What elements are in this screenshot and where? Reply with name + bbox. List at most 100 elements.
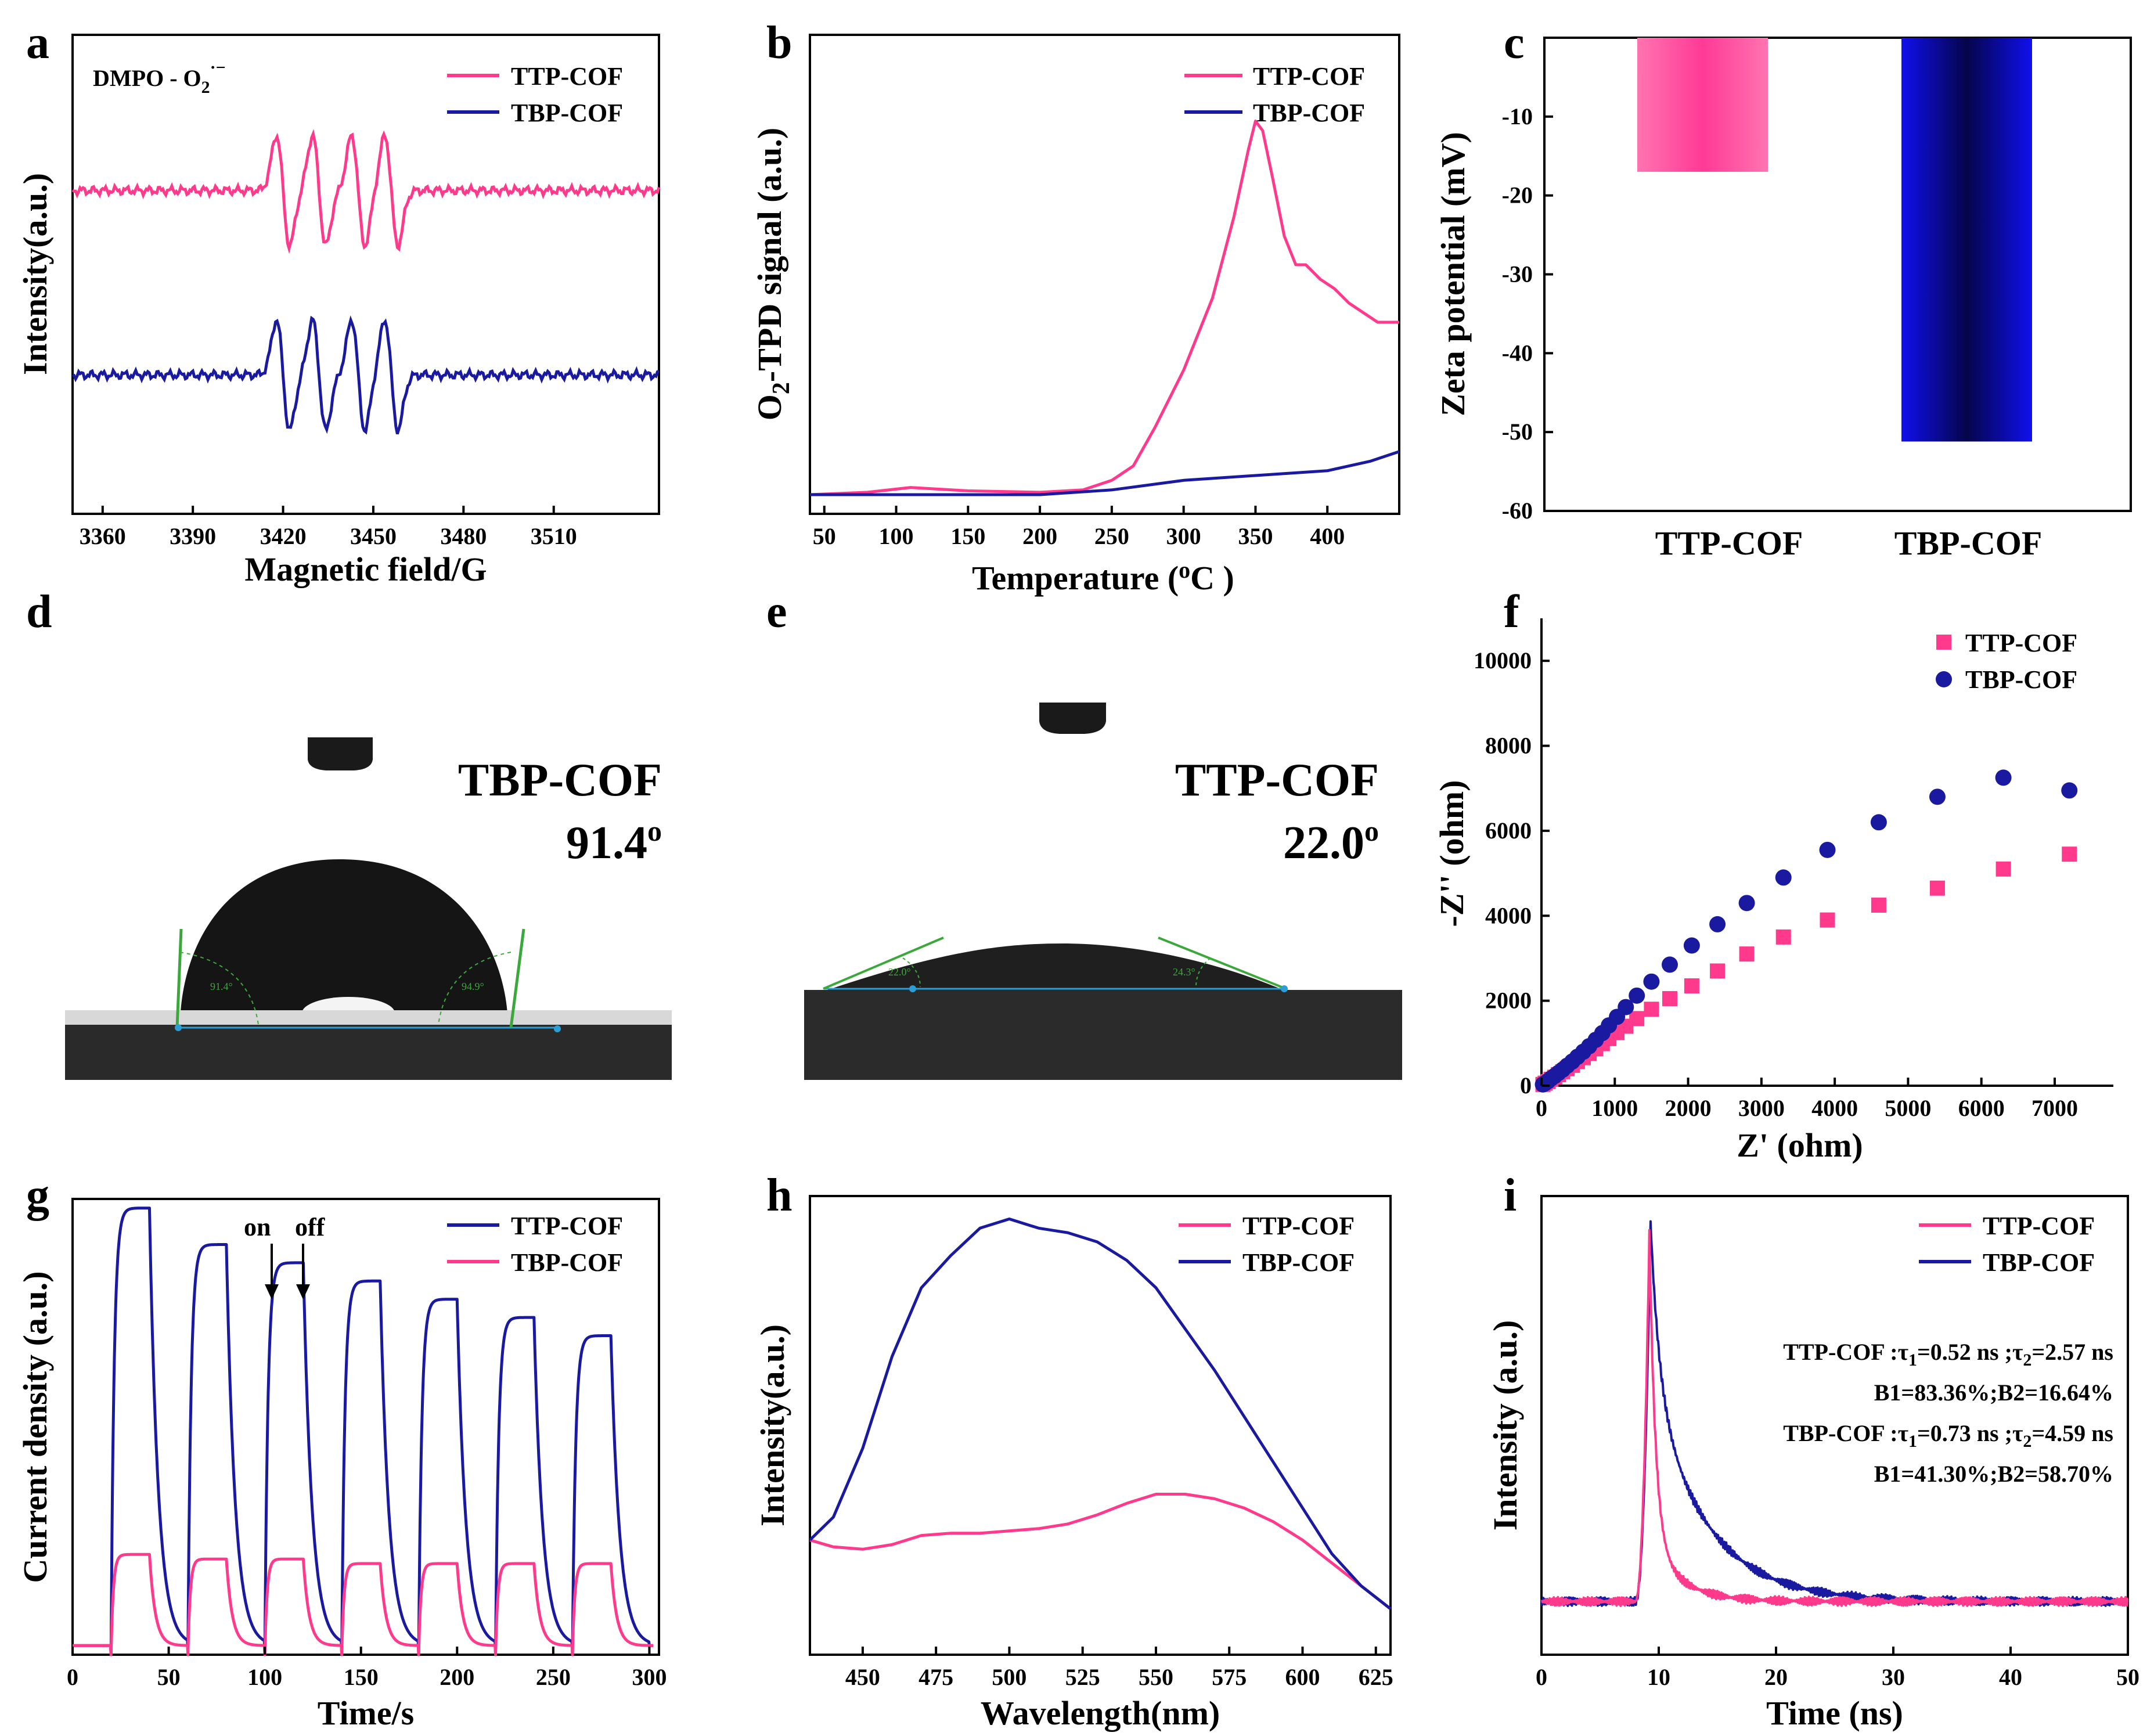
tangent-right-e — [1158, 937, 1287, 990]
nyquist-point-tbp-cof — [1819, 841, 1836, 858]
x-ticks-i: 0 10 20 30 40 50 — [1536, 1647, 2139, 1690]
substrate-e — [804, 990, 1402, 1080]
nyquist-point-tbp-cof — [1995, 769, 2012, 786]
nyquist-point-ttp-cof — [1710, 963, 1726, 979]
legend-label-ttp-a: TTP-COF — [511, 62, 623, 91]
plot-frame-h — [809, 1195, 1392, 1656]
nyquist-point-tbp-cof — [1738, 895, 1755, 912]
panel-h: 450 475 500 525 550 575 600 625 TTP-COF TBP-COF… — [754, 1195, 1393, 1732]
f-y-tick-label: 4000 — [1485, 902, 1532, 928]
g-x-tick-label: 250 — [536, 1664, 571, 1690]
angle-arc-right-d — [438, 952, 512, 1025]
category-label-tbp: TBP-COF — [1894, 524, 2043, 562]
h-x-tick-label: 525 — [1065, 1664, 1100, 1690]
panel-i: 0 10 20 30 40 50 TTP-COF TBP-COF TTP-COF :τ1=… — [1486, 1195, 2139, 1732]
f-y-tick-label: 6000 — [1485, 817, 1532, 844]
h-x-tick-label: 450 — [845, 1664, 880, 1690]
panel-label-d: d — [26, 586, 52, 638]
legend-label-tbp-h: TBP-COF — [1242, 1248, 1355, 1277]
i-x-tick-label: 30 — [1882, 1664, 1905, 1690]
plot-frame-i — [1540, 1195, 2129, 1656]
i-x-tick-label: 50 — [2116, 1664, 2139, 1690]
nyquist-point-tbp-cof — [1775, 869, 1792, 886]
b-x-tick-label: 50 — [813, 523, 836, 549]
nyquist-point-ttp-cof — [1739, 946, 1755, 962]
c-y-tick-label: -50 — [1502, 419, 1533, 445]
panel-c: -10 -20 -30 -40 -50 -60 TTP-COF TBP-COF Zeta … — [1434, 37, 2132, 562]
a-x-tick-label: 3360 — [80, 523, 126, 549]
needle-tip-d — [308, 737, 373, 770]
series-group-i — [1540, 1220, 2129, 1607]
i-x-tick-label: 20 — [1764, 1664, 1788, 1690]
legend-marker-tbp-f — [1936, 671, 1952, 687]
x-axis-label-i: Time (ns) — [1766, 1694, 1903, 1732]
on-arrow-head — [265, 1284, 279, 1299]
plot-frame-a — [71, 34, 660, 515]
f-x-tick-label: 5000 — [1885, 1095, 1931, 1121]
legend-label-tbp-g: TBP-COF — [511, 1248, 623, 1277]
legend-label-tbp-a: TBP-COF — [511, 99, 623, 127]
decay-line-ttp-cof — [1540, 1229, 2128, 1607]
f-y-tick-label: 2000 — [1485, 988, 1532, 1014]
x-ticks-a: 3360 3390 3420 3450 3480 3510 — [80, 506, 577, 549]
nyquist-point-tbp-cof — [1683, 937, 1700, 954]
y-axis-label-f: -Z'' (ohm) — [1433, 780, 1471, 927]
panel-label-b: b — [766, 17, 793, 69]
nyquist-point-tbp-cof — [1629, 987, 1645, 1004]
g-x-tick-label: 0 — [67, 1664, 78, 1690]
y-axis-label-g: Current density (a.u.) — [16, 1271, 54, 1583]
g-x-tick-label: 300 — [632, 1664, 667, 1690]
photo-title-e: TTP-COF — [1175, 755, 1379, 806]
panel-a: 3360 3390 3420 3450 3480 3510 DMPO - O2·− TTP… — [16, 34, 661, 588]
g-x-tick-label: 100 — [247, 1664, 282, 1690]
substrate-edge-d — [65, 1010, 672, 1025]
a-x-tick-label: 3510 — [531, 523, 577, 549]
on-label: on — [244, 1213, 271, 1241]
a-x-tick-label: 3480 — [440, 523, 487, 549]
nyquist-point-tbp-cof — [1929, 788, 1946, 805]
f-x-tick-label: 6000 — [1958, 1095, 2005, 1121]
c-y-tick-label: -40 — [1502, 340, 1533, 366]
off-arrow-head — [296, 1284, 310, 1299]
legend-label-tbp-f: TBP-COF — [1965, 665, 2077, 694]
panel-label-a: a — [26, 17, 49, 69]
baseline-point-right-d — [554, 1025, 561, 1032]
legend-marker-ttp-f — [1936, 635, 1951, 650]
b-x-tick-label: 200 — [1022, 523, 1057, 549]
angle-label-left-d: 91.4° — [210, 981, 233, 992]
nyquist-point-ttp-cof — [1820, 912, 1835, 928]
photo-angle-d: 91.4o — [566, 815, 662, 869]
h-x-tick-label: 550 — [1139, 1664, 1173, 1690]
h-x-tick-label: 625 — [1359, 1664, 1393, 1690]
legend-label-ttp-f: TTP-COF — [1965, 629, 2077, 657]
b-x-tick-label: 100 — [879, 523, 914, 549]
nyquist-point-ttp-cof — [1995, 861, 2011, 877]
plot-frame-g — [71, 1198, 660, 1656]
annotation-ttp-b: B1=83.36%;B2=16.64% — [1874, 1380, 2113, 1406]
pl-line-tbp-cof — [809, 1218, 1392, 1610]
droplet-d — [180, 859, 508, 1028]
i-x-tick-label: 40 — [1999, 1664, 2022, 1690]
baseline-point-right-e — [1281, 985, 1288, 992]
nyquist-point-ttp-cof — [1871, 897, 1886, 913]
angle-label-right-d: 94.9° — [462, 981, 484, 992]
tpd-line-ttp-cof — [809, 120, 1399, 496]
nyquist-point-ttp-cof — [1684, 978, 1699, 994]
panel-label-g: g — [26, 1170, 49, 1221]
y-axis-label-i: Intensity (a.u.) — [1486, 1320, 1524, 1531]
y-ticks-c: -10 -20 -30 -40 -50 -60 — [1502, 103, 1553, 524]
f-y-tick-label: 8000 — [1485, 733, 1532, 759]
baseline-point-left-e — [909, 985, 916, 992]
x-ticks-g: 0 50 100 150 200 250 300 — [67, 1647, 667, 1690]
ticks-f: 0 1000 2000 3000 4000 5000 6000 7000 0 2000 4000 60… — [1474, 647, 2078, 1121]
tangent-left-e — [823, 937, 944, 990]
photocurrent-line-ttp-cof — [71, 1206, 654, 1656]
panel-f: 0 1000 2000 3000 4000 5000 6000 7000 0 2000 4000 60… — [1433, 618, 2113, 1164]
legend-label-ttp-h: TTP-COF — [1242, 1212, 1355, 1240]
bar-ttp-cof — [1637, 38, 1768, 172]
series-group-f — [1535, 769, 2078, 1093]
panel-e-photo: 22.0° 24.3° TTP-COF 22.0o — [804, 703, 1402, 1080]
f-x-tick-label: 7000 — [2031, 1095, 2078, 1121]
